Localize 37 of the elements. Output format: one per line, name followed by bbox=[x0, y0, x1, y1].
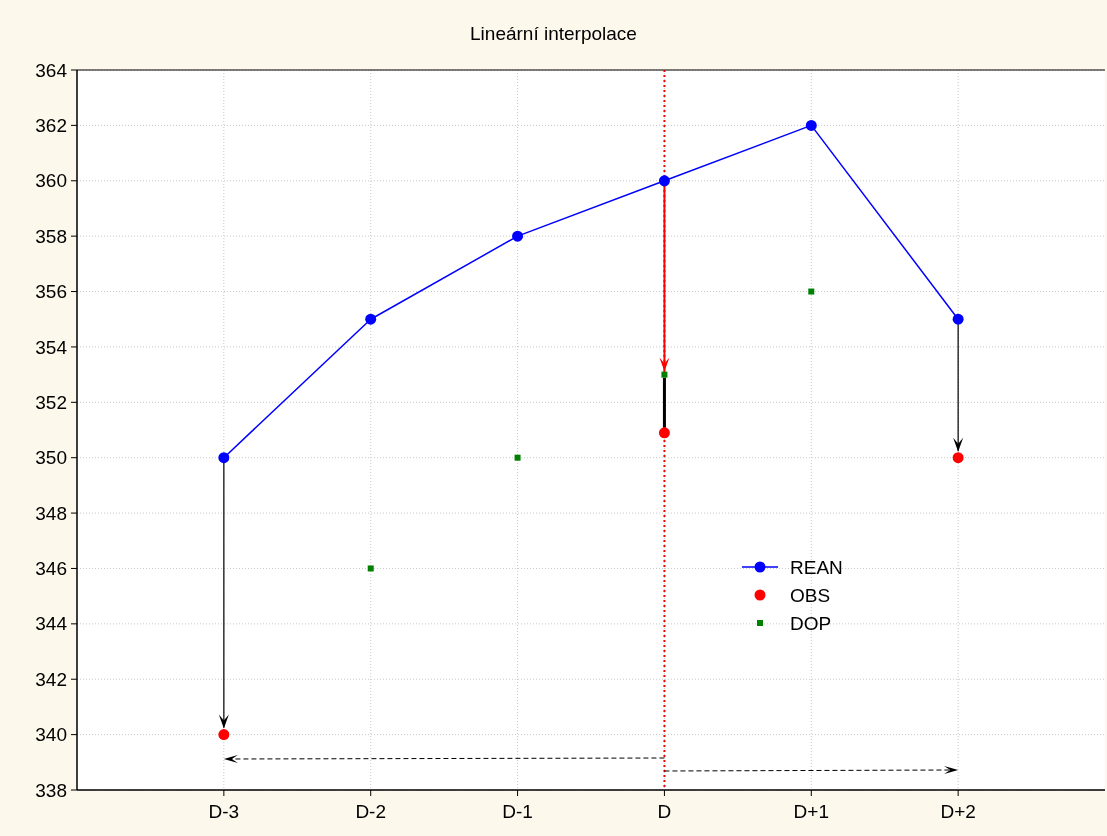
point bbox=[365, 313, 377, 325]
x-tick-label: D+2 bbox=[940, 801, 976, 822]
y-tick-label: 344 bbox=[35, 613, 68, 635]
x-tick-label: D bbox=[657, 801, 672, 822]
point bbox=[808, 288, 815, 295]
x-tick-label: D-3 bbox=[208, 801, 240, 822]
y-tick-label: 338 bbox=[35, 779, 67, 801]
y-tick-label: 358 bbox=[35, 225, 67, 247]
point bbox=[661, 371, 668, 378]
chart-title: Lineární interpolace bbox=[470, 23, 637, 44]
y-tick-label: 342 bbox=[35, 668, 67, 690]
y-tick-label: 360 bbox=[35, 170, 67, 192]
point bbox=[512, 230, 524, 242]
legend-label: OBS bbox=[790, 584, 831, 606]
point bbox=[367, 565, 374, 572]
point bbox=[218, 452, 230, 464]
x-tick-label: D-2 bbox=[355, 801, 387, 822]
y-tick-label: 354 bbox=[35, 336, 68, 358]
point bbox=[952, 313, 964, 325]
point bbox=[218, 729, 230, 741]
y-tick-label: 346 bbox=[35, 558, 67, 580]
point bbox=[658, 175, 670, 187]
point bbox=[952, 452, 964, 464]
y-tick-label: 348 bbox=[35, 502, 67, 524]
x-tick-label: D+1 bbox=[793, 801, 829, 822]
point bbox=[514, 454, 521, 461]
y-tick-label: 350 bbox=[35, 447, 67, 469]
y-tick-label: 356 bbox=[35, 281, 67, 303]
legend-label: REAN bbox=[790, 556, 843, 578]
y-tick-label: 352 bbox=[35, 391, 67, 413]
x-tick-label: D-1 bbox=[502, 801, 533, 822]
y-tick-label: 362 bbox=[35, 115, 67, 137]
y-tick-label: 340 bbox=[35, 724, 67, 746]
y-tick-label: 364 bbox=[35, 59, 68, 81]
point bbox=[805, 119, 817, 131]
legend-label: DOP bbox=[790, 612, 832, 634]
point bbox=[658, 427, 670, 439]
